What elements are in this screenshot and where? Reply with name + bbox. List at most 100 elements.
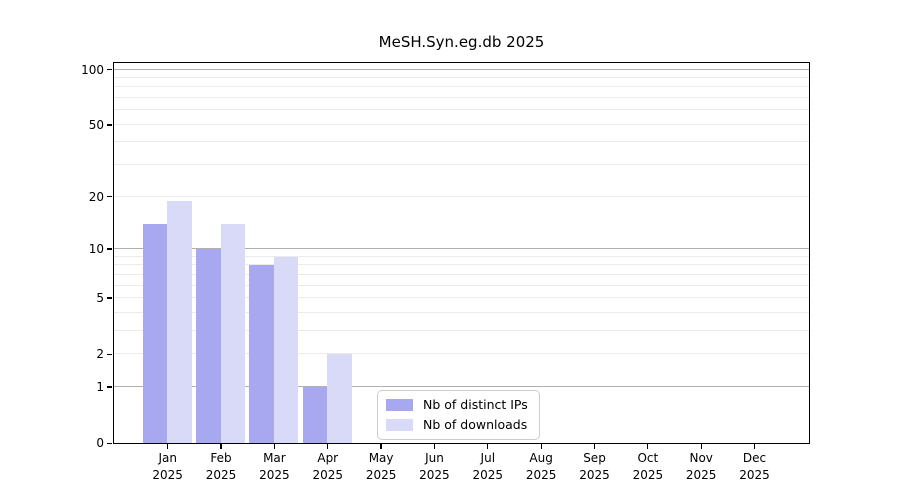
- legend-swatch-0: [386, 399, 413, 411]
- minor-gridline: [114, 195, 809, 197]
- minor-gridline: [114, 86, 809, 88]
- minor-gridline: [114, 164, 809, 166]
- y-tick-label: 10: [88, 241, 104, 256]
- y-tick-mark: [107, 442, 112, 444]
- minor-gridline: [114, 296, 809, 298]
- month-label: Feb: [210, 451, 232, 465]
- month-label: Dec: [742, 451, 767, 465]
- year-label: 2025: [312, 468, 344, 482]
- minor-gridline: [114, 284, 809, 286]
- year-label: 2025: [525, 468, 557, 482]
- minor-gridline: [114, 97, 809, 99]
- chart-title: MeSH.Syn.eg.db 2025: [378, 33, 545, 51]
- year-label: 2025: [259, 468, 290, 482]
- month-label: May: [368, 451, 394, 465]
- x-tick-mark: [700, 444, 702, 449]
- plot-area: Nb of distinct IPs Nb of downloads: [113, 62, 810, 444]
- y-tick-mark: [107, 297, 112, 299]
- y-tick-mark: [107, 353, 112, 355]
- legend-entry-downloads: Nb of downloads: [378, 415, 539, 435]
- month-label: Nov: [689, 451, 713, 465]
- x-tick-label-may: May 2025: [341, 450, 421, 484]
- y-tick-mark: [107, 196, 112, 198]
- x-tick-label-jan: Jan 2025: [128, 450, 208, 484]
- minor-gridline: [114, 109, 809, 111]
- month-label: Jan: [158, 451, 177, 465]
- x-tick-mark: [593, 444, 596, 449]
- x-tick-mark: [433, 444, 436, 449]
- x-tick-mark: [380, 444, 382, 449]
- x-tick-label-mar: Mar 2025: [234, 450, 314, 484]
- bar-nb-of-distinct-ips-jan: [142, 223, 168, 443]
- x-tick-mark: [327, 444, 329, 449]
- y-tick-mark: [107, 124, 112, 126]
- year-label: 2025: [152, 468, 183, 482]
- y-tick-label: 50: [88, 117, 104, 132]
- legend: Nb of distinct IPs Nb of downloads: [377, 390, 540, 440]
- year-label: 2025: [632, 468, 664, 482]
- year-label: 2025: [739, 468, 770, 482]
- bar-nb-of-distinct-ips-mar: [249, 265, 274, 443]
- y-tick-mark: [107, 386, 112, 388]
- x-tick-label-feb: Feb 2025: [181, 450, 261, 484]
- y-tick-label: 1: [96, 379, 104, 394]
- minor-gridline: [114, 311, 809, 313]
- bar-nb-of-downloads-mar: [273, 256, 299, 443]
- minor-gridline: [114, 264, 809, 266]
- legend-swatch-1: [386, 419, 413, 431]
- bar-nb-of-distinct-ips-apr: [302, 386, 328, 443]
- month-label: Jul: [480, 451, 496, 465]
- month-label: Apr: [317, 451, 339, 465]
- x-tick-label-jul: Jul 2025: [448, 450, 528, 484]
- bar-nb-of-distinct-ips-feb: [196, 248, 221, 443]
- minor-gridline: [114, 329, 809, 331]
- x-tick-label-nov: Nov 2025: [661, 450, 741, 484]
- year-label: 2025: [579, 468, 610, 482]
- x-tick-label-jun: Jun 2025: [394, 450, 474, 484]
- y-tick-mark: [107, 69, 112, 71]
- x-tick-label-apr: Apr 2025: [288, 450, 368, 484]
- minor-gridline: [114, 273, 809, 275]
- legend-label: Nb of distinct IPs: [423, 397, 528, 412]
- x-tick-label-sep: Sep 2025: [555, 450, 635, 484]
- y-tick-label: 0: [96, 436, 104, 450]
- year-label: 2025: [419, 468, 450, 482]
- major-gridline: [114, 68, 809, 70]
- y-tick-label: 20: [88, 189, 104, 204]
- x-tick-mark: [273, 444, 276, 449]
- legend-label: Nb of downloads: [423, 417, 528, 432]
- y-tick-mark: [107, 248, 112, 250]
- minor-gridline: [114, 141, 809, 143]
- y-tick-label: 100: [81, 62, 104, 77]
- year-label: 2025: [365, 468, 397, 482]
- bar-nb-of-downloads-jan: [167, 200, 192, 443]
- year-label: 2025: [472, 468, 504, 482]
- x-tick-mark: [167, 444, 169, 449]
- minor-gridline: [114, 76, 809, 78]
- x-tick-mark: [647, 444, 649, 449]
- x-tick-mark: [753, 444, 756, 449]
- bar-nb-of-downloads-apr: [327, 354, 352, 443]
- x-tick-mark: [540, 444, 542, 449]
- legend-entry-distinct-ips: Nb of distinct IPs: [378, 395, 539, 415]
- year-label: 2025: [205, 468, 237, 482]
- year-label: 2025: [685, 468, 717, 482]
- x-tick-mark: [220, 444, 222, 449]
- month-label: Sep: [583, 451, 606, 465]
- minor-gridline: [114, 123, 809, 125]
- x-tick-label-dec: Dec 2025: [715, 450, 795, 484]
- month-label: Oct: [637, 451, 659, 465]
- x-tick-label-oct: Oct 2025: [608, 450, 688, 484]
- major-gridline: [114, 247, 809, 249]
- minor-gridline: [114, 255, 809, 257]
- y-tick-label: 5: [96, 290, 104, 305]
- month-label: Jun: [425, 451, 444, 465]
- x-tick-mark: [487, 444, 489, 449]
- month-label: Aug: [529, 451, 553, 465]
- y-tick-label: 2: [96, 347, 104, 362]
- minor-gridline: [114, 353, 809, 355]
- major-gridline: [114, 385, 809, 387]
- bar-nb-of-downloads-feb: [220, 223, 246, 443]
- x-tick-label-aug: Aug 2025: [501, 450, 581, 484]
